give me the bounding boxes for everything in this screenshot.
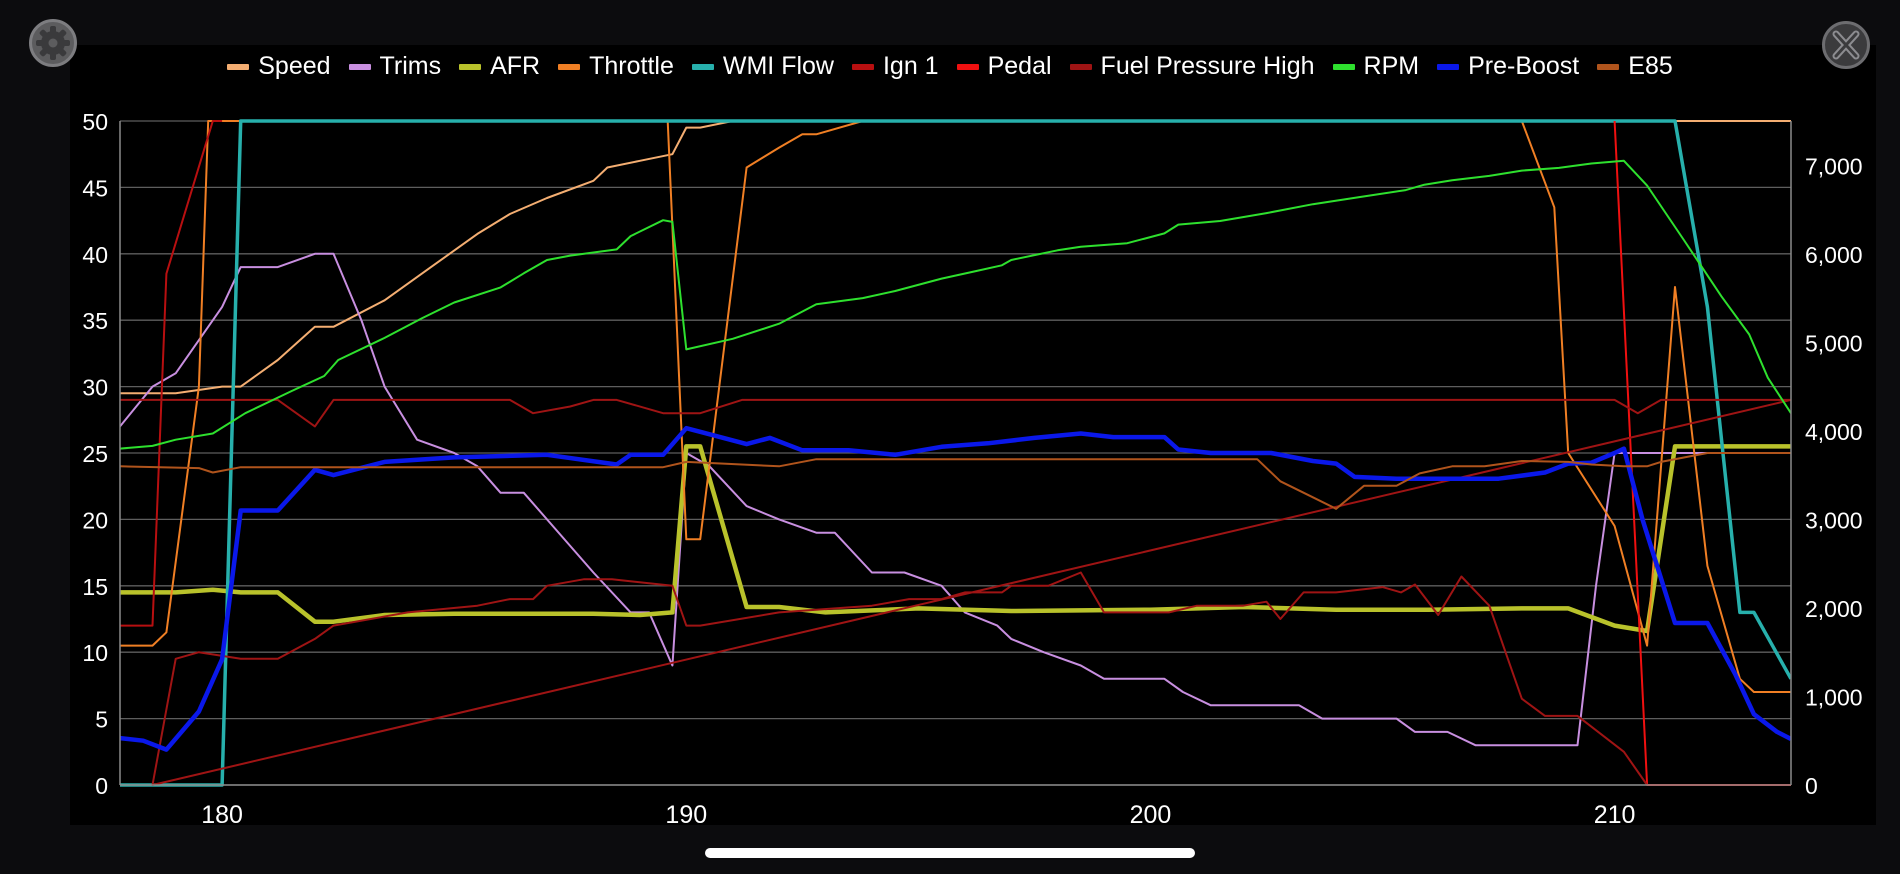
y-right-tick-label: 4,000: [1805, 419, 1863, 445]
y-left-tick-label: 50: [82, 109, 108, 135]
legend-swatch: [1332, 63, 1355, 70]
legend-item[interactable]: Ign 1: [851, 52, 939, 81]
y-right-tick-label: 2,000: [1805, 596, 1863, 622]
legend-label: E85: [1628, 52, 1673, 80]
series-line-speed: [120, 120, 1791, 395]
legend-swatch: [691, 63, 714, 70]
series-line-rpm: [120, 159, 1791, 450]
legend-item[interactable]: Fuel Pressure High: [1069, 52, 1315, 81]
y-right-tick-label: 5,000: [1805, 330, 1863, 356]
legend-item[interactable]: Pedal: [956, 52, 1052, 81]
y-left-tick-label: 15: [82, 574, 108, 600]
legend-label: Trims: [379, 52, 442, 80]
legend-item[interactable]: WMI Flow: [691, 52, 834, 81]
y-left-tick-label: 35: [82, 308, 108, 334]
x-tick-label: 190: [665, 801, 707, 829]
legend-label: AFR: [490, 52, 541, 80]
chart-legend: Speed Trims AFR Throttle WMI Flow Ign 1 Pedal F…: [0, 52, 1900, 81]
legend-item[interactable]: Pre-Boost: [1437, 52, 1579, 81]
legend-item[interactable]: Speed: [227, 52, 331, 81]
legend-swatch: [459, 63, 482, 70]
legend-swatch: [956, 63, 979, 70]
legend-swatch: [1437, 63, 1460, 70]
series-line-afr: [120, 444, 1791, 634]
series-line-e85: [120, 452, 1791, 510]
legend-item[interactable]: Throttle: [558, 52, 674, 81]
series-line-fuel-pressure-high: [120, 398, 1791, 786]
y-left-tick-label: 20: [82, 507, 108, 533]
x-tick-label: 210: [1594, 801, 1636, 829]
y-right-tick-label: 1,000: [1805, 684, 1863, 710]
legend-label: WMI Flow: [722, 52, 834, 80]
legend-label: Speed: [258, 52, 331, 80]
legend-swatch: [1069, 63, 1092, 70]
x-tick-label: 180: [201, 801, 243, 829]
home-indicator: [705, 848, 1195, 858]
y-left-tick-label: 0: [95, 773, 108, 799]
series-line-throttle: [120, 120, 1791, 693]
legend-label: Ign 1: [882, 52, 939, 80]
legend-swatch: [227, 63, 250, 70]
series-line-trims: [120, 252, 1791, 747]
legend-item[interactable]: Trims: [348, 52, 442, 81]
chart-panel: [70, 45, 1876, 825]
y-left-tick-label: 5: [95, 707, 108, 733]
y-right-tick-label: 6,000: [1805, 242, 1863, 268]
close-icon: [1832, 30, 1860, 60]
gear-icon: [36, 26, 70, 60]
y-right-tick-label: 3,000: [1805, 507, 1863, 533]
y-right-tick-label: 0: [1805, 773, 1818, 799]
legend-item[interactable]: E85: [1597, 52, 1673, 81]
settings-button[interactable]: [29, 19, 77, 67]
close-button[interactable]: [1822, 21, 1870, 69]
series-line-pre-boost: [120, 425, 1791, 752]
series-line-ign-1: [120, 120, 223, 627]
legend-item[interactable]: AFR: [459, 52, 540, 81]
legend-swatch: [558, 63, 581, 70]
legend-swatch: [1597, 63, 1620, 70]
legend-item[interactable]: RPM: [1332, 52, 1420, 81]
legend-label: Pedal: [987, 52, 1052, 80]
x-tick-label: 200: [1130, 801, 1172, 829]
y-left-tick-label: 10: [82, 640, 108, 666]
plot-area: [120, 119, 1791, 787]
y-right-tick-label: 7,000: [1805, 153, 1863, 179]
series-line-wmi-flow: [120, 119, 1791, 787]
legend-label: Pre-Boost: [1468, 52, 1580, 80]
legend-swatch: [348, 63, 371, 70]
legend-label: Throttle: [589, 52, 674, 80]
legend-label: Fuel Pressure High: [1100, 52, 1315, 80]
y-left-tick-label: 45: [82, 175, 108, 201]
legend-swatch: [851, 63, 874, 70]
y-left-tick-label: 30: [82, 375, 108, 401]
legend-label: RPM: [1363, 52, 1420, 80]
y-left-tick-label: 25: [82, 441, 108, 467]
y-left-tick-label: 40: [82, 242, 108, 268]
